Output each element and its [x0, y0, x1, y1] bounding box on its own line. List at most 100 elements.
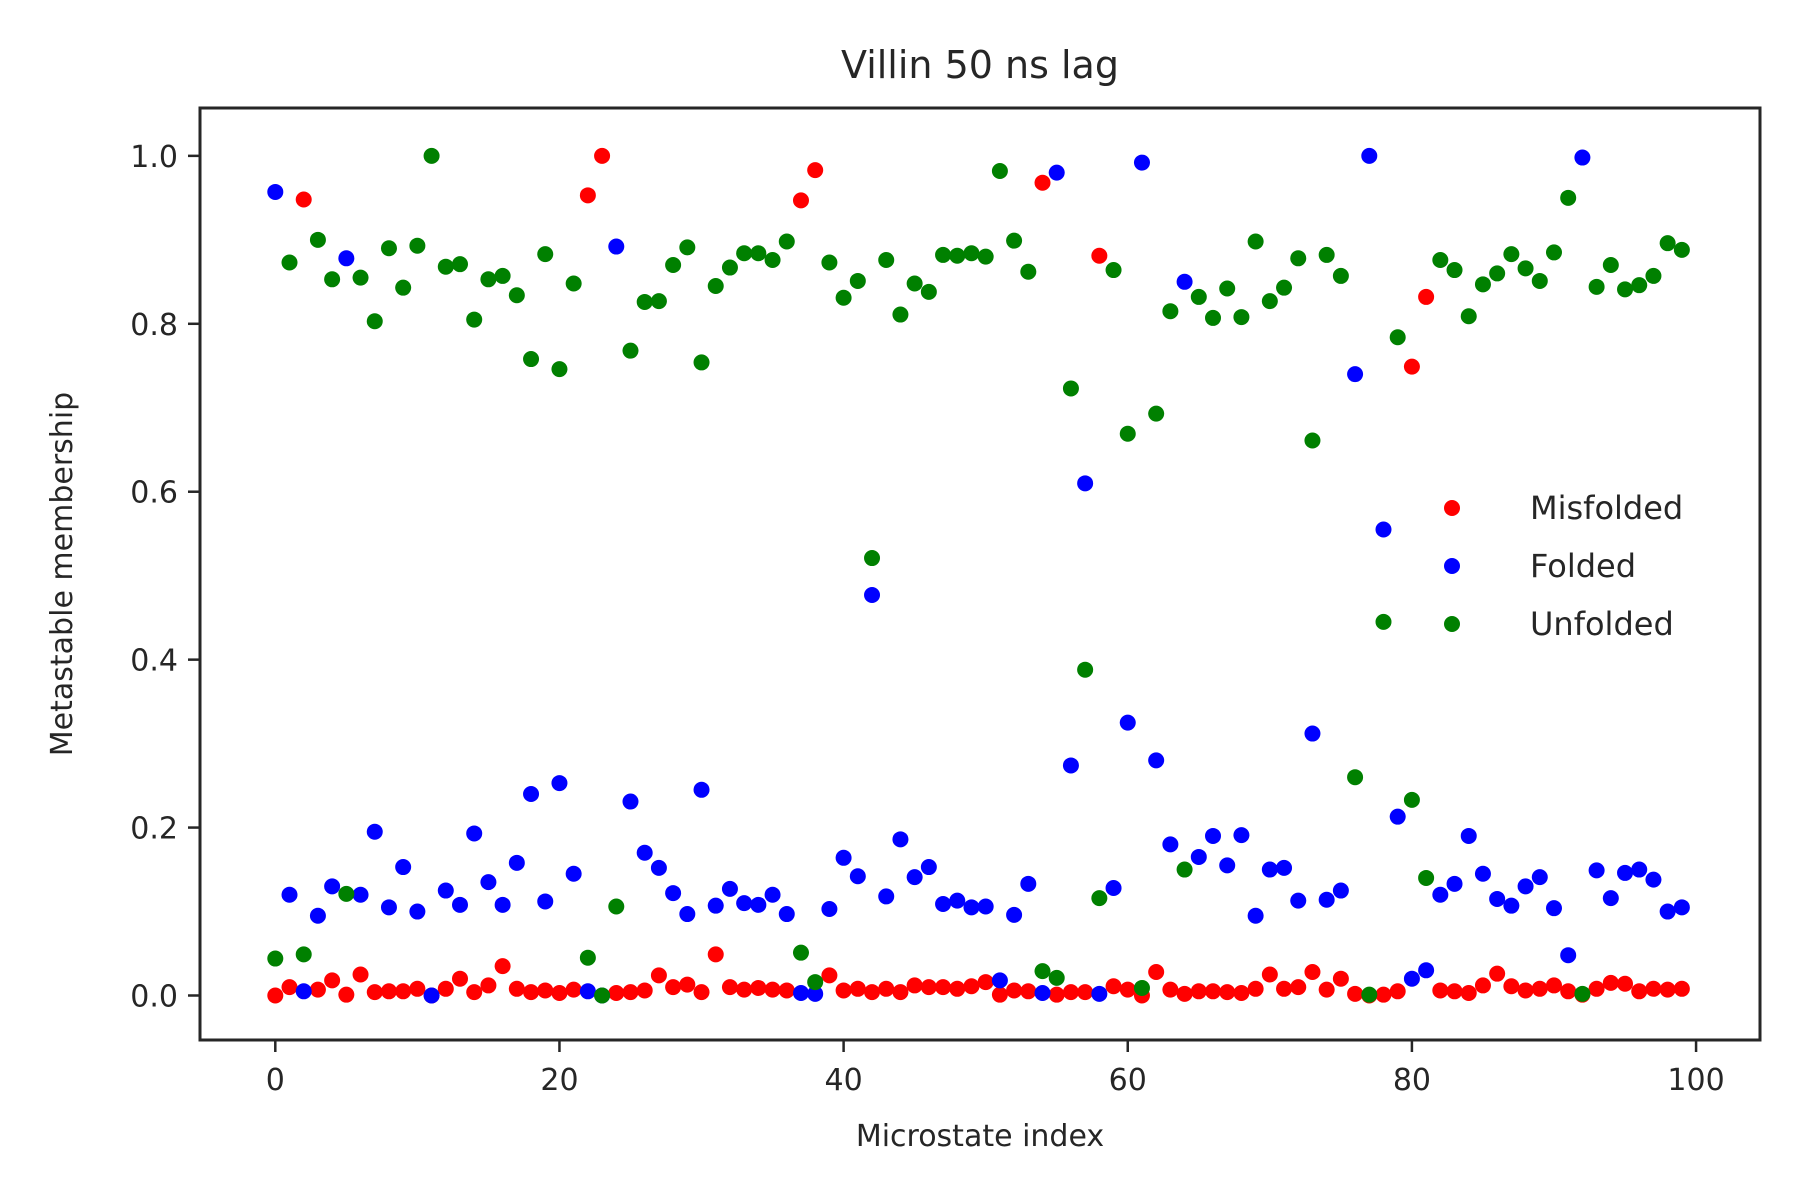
misfolded-point [466, 984, 483, 1001]
unfolded-point [807, 974, 824, 991]
misfolded-point [1446, 983, 1463, 1000]
unfolded-point [366, 313, 383, 330]
unfolded-point [395, 279, 412, 296]
folded-point [494, 896, 511, 913]
misfolded-point [636, 982, 653, 999]
unfolded-point [281, 254, 298, 271]
folded-point [1545, 900, 1562, 917]
misfolded-point [1148, 963, 1165, 980]
folded-point [1574, 149, 1591, 166]
misfolded-point [1332, 970, 1349, 987]
misfolded-point [1077, 984, 1094, 1001]
folded-point [1091, 985, 1108, 1002]
folded-point [1276, 859, 1293, 876]
folded-point [807, 985, 824, 1002]
misfolded-point [665, 979, 682, 996]
misfolded-point [579, 187, 596, 204]
legend-label-unfolded: Unfolded [1530, 605, 1674, 643]
misfolded-point [281, 979, 298, 996]
misfolded-point [551, 984, 568, 1001]
folded-point [1361, 147, 1378, 164]
folded-point [764, 886, 781, 903]
misfolded-point [1176, 985, 1193, 1002]
unfolded-point [906, 275, 923, 292]
folded-point [1205, 827, 1222, 844]
folded-point [1347, 366, 1364, 383]
folded-point [324, 878, 341, 895]
folded-point [1602, 890, 1619, 907]
folded-point [267, 183, 284, 200]
folded-point [1489, 890, 1506, 907]
unfolded-point [949, 247, 966, 264]
x-axis-label: Microstate index [856, 1119, 1104, 1154]
folded-point [736, 895, 753, 912]
misfolded-point [721, 979, 738, 996]
folded-point [1418, 962, 1435, 979]
misfolded-point [1219, 984, 1236, 1001]
unfolded-point [1545, 244, 1562, 261]
unfolded-point [1034, 963, 1051, 980]
y-tick-label: 0.6 [130, 476, 178, 511]
misfolded-point [1375, 986, 1392, 1003]
unfolded-point [1574, 985, 1591, 1002]
unfolded-point [1645, 267, 1662, 284]
misfolded-point [849, 980, 866, 997]
misfolded-point [778, 982, 795, 999]
misfolded-point [864, 984, 881, 1001]
misfolded-point [1006, 982, 1023, 999]
folded-point [1659, 903, 1676, 920]
folded-point [1432, 886, 1449, 903]
misfolded-point [949, 980, 966, 997]
unfolded-point [1006, 232, 1023, 249]
unfolded-point [1531, 272, 1548, 289]
folded-point [579, 983, 596, 1000]
x-tick-label: 100 [1667, 1063, 1724, 1098]
folded-point [565, 865, 582, 882]
folded-point [1219, 857, 1236, 874]
folded-point [1034, 984, 1051, 1001]
unfolded-point [1617, 281, 1634, 298]
unfolded-point [1290, 250, 1307, 267]
folded-point [977, 898, 994, 915]
unfolded-point [1261, 293, 1278, 310]
folded-point [480, 874, 497, 891]
unfolded-point [1233, 309, 1250, 326]
folded-point [920, 859, 937, 876]
unfolded-point [1304, 432, 1321, 449]
folded-point [1020, 875, 1037, 892]
unfolded-point [452, 256, 468, 273]
misfolded-point [1247, 980, 1264, 997]
folded-point [1133, 154, 1150, 171]
misfolded-point [1588, 980, 1605, 997]
folded-point [1176, 273, 1193, 290]
misfolded-point [977, 974, 994, 991]
folded-point [466, 825, 483, 842]
folded-point [892, 831, 909, 848]
folded-point [380, 899, 397, 916]
unfolded-point [721, 259, 738, 276]
misfolded-point [892, 984, 909, 1001]
unfolded-point [437, 258, 454, 275]
misfolded-point [494, 958, 511, 975]
unfolded-point [1560, 189, 1577, 206]
folded-point [537, 893, 554, 910]
folded-point [835, 849, 852, 866]
unfolded-point [622, 342, 639, 359]
unfolded-point [523, 351, 540, 368]
unfolded-point [508, 287, 525, 304]
unfolded-point [1133, 979, 1150, 996]
unfolded-point [864, 550, 881, 567]
misfolded-point [437, 980, 454, 997]
unfolded-point [821, 254, 838, 271]
series-unfolded [267, 147, 1690, 1004]
unfolded-point [1631, 277, 1648, 294]
misfolded-point [594, 147, 611, 164]
unfolded-point [409, 237, 426, 254]
folded-point [849, 868, 866, 885]
unfolded-point [324, 271, 341, 288]
misfolded-point [1673, 980, 1690, 997]
misfolded-point [1560, 983, 1577, 1000]
misfolded-point [608, 984, 625, 1001]
